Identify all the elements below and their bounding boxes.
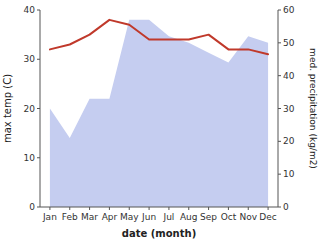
y2ticks-tick xyxy=(278,174,281,175)
x-tick-label: May xyxy=(120,212,139,222)
x-tick xyxy=(168,207,169,210)
yticks-tick-label: 0 xyxy=(29,202,35,212)
yticks-tick xyxy=(37,59,40,60)
x-tick-label: Mar xyxy=(81,212,98,222)
x-axis-line xyxy=(40,207,278,208)
x-tick xyxy=(188,207,189,210)
y2ticks-tick xyxy=(278,108,281,109)
chart: Jan FebMar AprMayJun Jul AugSep OctNovDec 0 10 2… xyxy=(0,0,318,247)
yticks-tick xyxy=(37,207,40,208)
y-axis-label: max temp (C) xyxy=(2,74,13,143)
yticks-tick-label: 10 xyxy=(23,153,35,163)
y2ticks-tick xyxy=(278,10,281,11)
y2ticks-tick xyxy=(278,42,281,43)
x-tick xyxy=(89,207,90,210)
x-tick xyxy=(248,207,249,210)
yticks-tick-label: 30 xyxy=(23,54,35,64)
x-tick-label: Feb xyxy=(62,212,78,222)
x-tick-label: Oct xyxy=(221,212,237,222)
x-tick-label: Sep xyxy=(200,212,217,222)
yticks-tick xyxy=(37,108,40,109)
plot-area xyxy=(50,20,268,207)
x-tick-label: Aug xyxy=(180,212,198,222)
y2ticks-tick-label: 20 xyxy=(283,136,295,146)
x-tick xyxy=(228,207,229,210)
y2ticks-tick-label: 40 xyxy=(283,71,295,81)
x-tick-label: Jun xyxy=(141,212,156,222)
x-tick xyxy=(268,207,269,210)
x-tick xyxy=(109,207,110,210)
y2ticks-tick-label: 0 xyxy=(283,202,289,212)
y2ticks-tick xyxy=(278,207,281,208)
y2ticks-tick-label: 10 xyxy=(283,169,295,179)
x-tick xyxy=(69,207,70,210)
x-axis-label: date (month) xyxy=(122,228,196,239)
y2ticks-tick xyxy=(278,75,281,76)
area xyxy=(50,20,268,207)
x-tick xyxy=(208,207,209,210)
y2-axis-label: med. precipitation (kg/m2) xyxy=(308,48,318,169)
x-tick xyxy=(49,207,50,210)
yticks-tick xyxy=(37,157,40,158)
x-tick-label: Nov xyxy=(239,212,257,222)
x-tick-label: Dec xyxy=(259,212,276,222)
x-tick-label: Jan xyxy=(42,212,57,222)
yticks-tick-label: 40 xyxy=(23,5,35,15)
x-tick-label: Jul xyxy=(162,212,174,222)
yticks-tick xyxy=(37,10,40,11)
line xyxy=(50,20,268,54)
yticks-tick-label: 20 xyxy=(23,104,35,114)
x-tick xyxy=(149,207,150,210)
y2ticks-tick-label: 60 xyxy=(283,5,295,15)
y2ticks-tick-label: 30 xyxy=(283,104,295,114)
y2ticks-tick-label: 50 xyxy=(283,38,295,48)
y2ticks-tick xyxy=(278,141,281,142)
x-tick-label: Apr xyxy=(102,212,118,222)
x-tick xyxy=(129,207,130,210)
chart-container: Jan FebMar AprMayJun Jul AugSep OctNovDec 0 10 2… xyxy=(0,0,318,247)
